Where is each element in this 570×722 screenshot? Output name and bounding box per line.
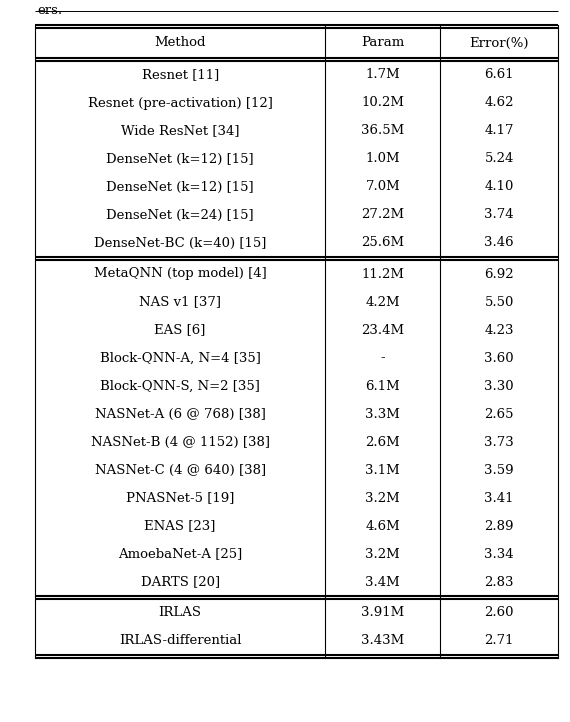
Text: 3.91M: 3.91M (361, 606, 405, 619)
Text: 2.6M: 2.6M (365, 435, 400, 448)
Text: 2.83: 2.83 (484, 575, 514, 588)
Text: 3.34: 3.34 (484, 547, 514, 560)
Text: 4.10: 4.10 (484, 180, 514, 193)
Text: NAS v1 [37]: NAS v1 [37] (139, 295, 221, 308)
Text: DARTS [20]: DARTS [20] (141, 575, 219, 588)
Text: 7.0M: 7.0M (365, 180, 400, 193)
Text: 2.89: 2.89 (484, 520, 514, 533)
Text: 1.7M: 1.7M (365, 69, 400, 82)
Text: 1.0M: 1.0M (365, 152, 400, 165)
Text: PNASNet-5 [19]: PNASNet-5 [19] (126, 492, 234, 505)
Text: -: - (381, 352, 385, 365)
Text: Wide ResNet [34]: Wide ResNet [34] (121, 124, 239, 137)
Text: 23.4M: 23.4M (361, 323, 404, 336)
Text: ers.: ers. (37, 4, 62, 17)
Text: NASNet-A (6 @ 768) [38]: NASNet-A (6 @ 768) [38] (95, 407, 266, 420)
Text: Block-QNN-A, N=4 [35]: Block-QNN-A, N=4 [35] (100, 352, 260, 365)
Text: 3.3M: 3.3M (365, 407, 400, 420)
Text: DenseNet (k=24) [15]: DenseNet (k=24) [15] (107, 209, 254, 222)
Text: 3.74: 3.74 (484, 209, 514, 222)
Text: Resnet [11]: Resnet [11] (141, 69, 219, 82)
Text: 4.62: 4.62 (484, 97, 514, 110)
Text: 11.2M: 11.2M (361, 267, 404, 281)
Text: 4.6M: 4.6M (365, 520, 400, 533)
Text: AmoebaNet-A [25]: AmoebaNet-A [25] (118, 547, 242, 560)
Text: IRLAS-differential: IRLAS-differential (119, 635, 241, 648)
Text: 2.60: 2.60 (484, 606, 514, 619)
Text: 3.73: 3.73 (484, 435, 514, 448)
Text: 5.24: 5.24 (484, 152, 514, 165)
Text: DenseNet-BC (k=40) [15]: DenseNet-BC (k=40) [15] (94, 237, 266, 250)
Text: 36.5M: 36.5M (361, 124, 405, 137)
Text: 3.46: 3.46 (484, 237, 514, 250)
Text: IRLAS: IRLAS (158, 606, 202, 619)
Text: 3.30: 3.30 (484, 380, 514, 393)
Text: Method: Method (154, 37, 206, 50)
Text: Param: Param (361, 37, 405, 50)
Text: 3.1M: 3.1M (365, 464, 400, 477)
Text: 2.65: 2.65 (484, 407, 514, 420)
Text: ENAS [23]: ENAS [23] (144, 520, 216, 533)
Text: DenseNet (k=12) [15]: DenseNet (k=12) [15] (107, 152, 254, 165)
Text: 2.71: 2.71 (484, 635, 514, 648)
Text: NASNet-B (4 @ 1152) [38]: NASNet-B (4 @ 1152) [38] (91, 435, 270, 448)
Text: 6.61: 6.61 (484, 69, 514, 82)
Text: 27.2M: 27.2M (361, 209, 404, 222)
Text: 25.6M: 25.6M (361, 237, 404, 250)
Text: 3.59: 3.59 (484, 464, 514, 477)
Text: EAS [6]: EAS [6] (154, 323, 206, 336)
Text: DenseNet (k=12) [15]: DenseNet (k=12) [15] (107, 180, 254, 193)
Text: 3.43M: 3.43M (361, 635, 405, 648)
Text: Resnet (pre-activation) [12]: Resnet (pre-activation) [12] (88, 97, 272, 110)
Text: MetaQNN (top model) [4]: MetaQNN (top model) [4] (93, 267, 267, 281)
Text: 4.23: 4.23 (484, 323, 514, 336)
Text: 3.4M: 3.4M (365, 575, 400, 588)
Text: 5.50: 5.50 (484, 295, 514, 308)
Text: 10.2M: 10.2M (361, 97, 404, 110)
Text: 3.41: 3.41 (484, 492, 514, 505)
Text: 3.2M: 3.2M (365, 492, 400, 505)
Text: 4.17: 4.17 (484, 124, 514, 137)
Text: 4.2M: 4.2M (365, 295, 400, 308)
Text: 6.92: 6.92 (484, 267, 514, 281)
Text: NASNet-C (4 @ 640) [38]: NASNet-C (4 @ 640) [38] (95, 464, 266, 477)
Text: 6.1M: 6.1M (365, 380, 400, 393)
Text: Error(%): Error(%) (470, 37, 529, 50)
Text: 3.2M: 3.2M (365, 547, 400, 560)
Text: 3.60: 3.60 (484, 352, 514, 365)
Text: Block-QNN-S, N=2 [35]: Block-QNN-S, N=2 [35] (100, 380, 260, 393)
